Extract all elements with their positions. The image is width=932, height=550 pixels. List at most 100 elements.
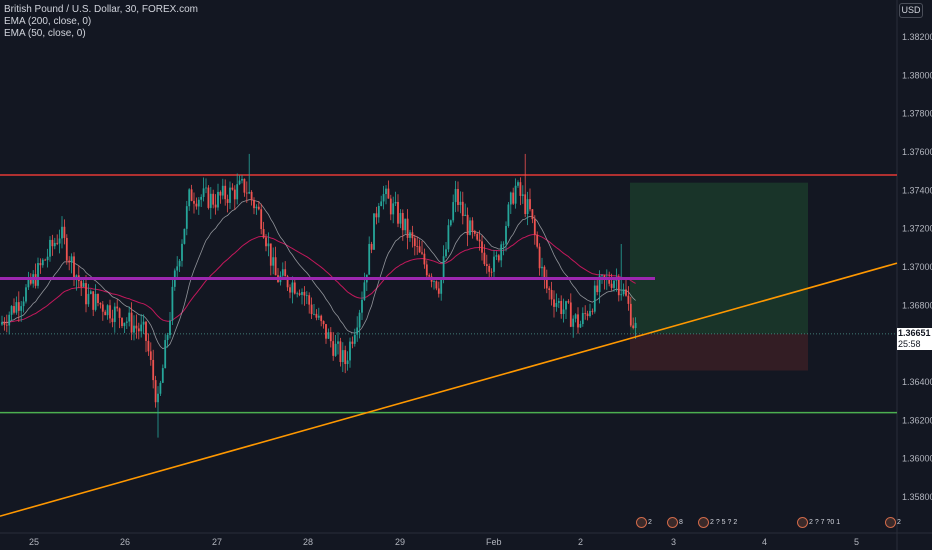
candle-body <box>428 275 431 277</box>
candle-body <box>490 271 493 273</box>
candle-body <box>569 302 572 327</box>
time-tick-label: Feb <box>486 537 502 547</box>
candle-body <box>164 340 167 369</box>
economic-event-icon[interactable]: 8 <box>667 516 683 528</box>
symbol-title[interactable]: British Pound / U.S. Dollar, 30, FOREX.c… <box>4 4 198 15</box>
candle-body <box>61 226 63 239</box>
price-tick-label: 1.36200 <box>902 415 932 425</box>
bar-countdown: 25:58 <box>897 339 932 350</box>
candle-body <box>593 285 596 312</box>
candle-body <box>327 332 330 339</box>
candle-body <box>219 191 222 196</box>
take-profit-zone <box>630 182 808 334</box>
candle-body <box>209 193 212 208</box>
candle-body <box>200 196 203 200</box>
candle-body <box>8 314 11 326</box>
price-tick-label: 1.38200 <box>902 32 932 42</box>
candle-body <box>121 317 123 327</box>
time-tick-label: 4 <box>762 537 767 547</box>
time-tick-label: 2 <box>578 537 583 547</box>
candle-body <box>267 243 270 247</box>
candle-body <box>113 306 116 323</box>
candle-body <box>409 232 411 238</box>
candle-body <box>296 293 299 295</box>
candle-body <box>226 199 229 203</box>
candle-body <box>394 201 397 204</box>
candle-body <box>610 283 613 288</box>
candle-body <box>548 288 551 291</box>
candle-body <box>471 220 474 231</box>
candle-body <box>5 324 8 326</box>
event-flag-icon <box>698 516 709 528</box>
candle-body <box>262 229 265 238</box>
candle-body <box>137 328 140 332</box>
candle-body <box>608 277 611 284</box>
economic-event-icon[interactable]: 2 <box>885 516 901 528</box>
candle-body <box>435 281 438 289</box>
currency-badge[interactable]: USD <box>899 3 923 18</box>
candle-body <box>368 243 371 275</box>
candle-body <box>454 189 457 203</box>
candle-body <box>94 293 97 310</box>
candle-body <box>358 312 361 328</box>
ascending-trendline <box>0 262 898 517</box>
ema-200-label[interactable]: EMA (200, close, 0) <box>4 16 92 27</box>
candle-body <box>413 238 416 247</box>
ema-50-label[interactable]: EMA (50, close, 0) <box>4 28 86 39</box>
economic-event-icon[interactable]: 2 ? 5 ? 2 <box>698 516 737 528</box>
economic-event-icon[interactable]: 2 ? 7 ?0 1 <box>797 516 840 528</box>
candle-body <box>229 187 231 203</box>
price-tick-label: 1.37000 <box>902 262 932 272</box>
candle-body <box>392 203 395 215</box>
candle-body <box>291 282 294 293</box>
candle-body <box>325 324 327 339</box>
event-flag-icon <box>636 516 647 528</box>
event-count: 8 <box>679 518 683 526</box>
candle-body <box>171 286 174 321</box>
economic-event-icon[interactable]: 2 <box>636 516 652 528</box>
candle-body <box>145 321 147 341</box>
candle-body <box>495 255 498 257</box>
candle-body <box>305 295 308 297</box>
candle-body <box>248 191 251 194</box>
time-tick-label: 29 <box>395 537 405 547</box>
candle-body <box>101 304 104 312</box>
candle-body <box>505 226 507 244</box>
candle-body <box>461 201 464 216</box>
candle-body <box>584 312 587 314</box>
candle-body <box>517 182 519 186</box>
candle-body <box>389 198 392 215</box>
candle-body <box>634 322 637 329</box>
candle-body <box>17 302 20 311</box>
candle-body <box>221 185 224 196</box>
candle-body <box>140 324 143 332</box>
candle-body <box>250 191 253 201</box>
candle-body <box>303 292 306 296</box>
candle-body <box>361 299 363 313</box>
candle-body <box>44 259 47 261</box>
candle-body <box>27 277 30 288</box>
candle-body <box>416 246 419 247</box>
candle-body <box>493 256 495 272</box>
candle-body <box>553 299 555 307</box>
candle-body <box>269 243 272 266</box>
candle-body <box>161 368 164 383</box>
candle-body <box>483 252 486 265</box>
candle-body <box>56 242 59 244</box>
candle-body <box>205 187 207 189</box>
time-tick-label: 26 <box>120 537 130 547</box>
candle-body <box>337 341 339 344</box>
candle-body <box>445 249 447 257</box>
event-count: 2 <box>648 518 652 526</box>
candle-body <box>106 305 109 316</box>
candle-body <box>310 304 313 315</box>
candle-body <box>315 313 318 318</box>
candle-body <box>536 234 539 247</box>
candle-body <box>572 318 575 327</box>
candle-body <box>529 199 531 210</box>
candle-body <box>502 243 505 245</box>
candle-body <box>382 194 385 202</box>
candle-body <box>51 239 54 247</box>
